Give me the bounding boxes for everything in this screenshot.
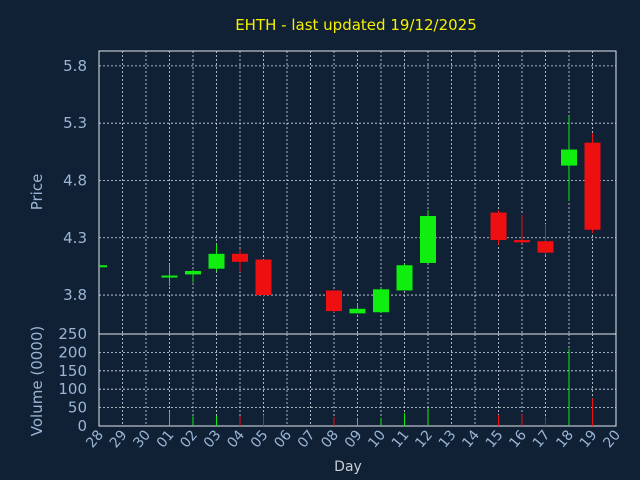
x-tick-label: 01 — [154, 427, 178, 451]
x-tick-label: 05 — [248, 427, 272, 451]
volume-tick-label: 250 — [58, 325, 87, 343]
candle-body — [326, 290, 342, 312]
candle-body — [373, 289, 389, 313]
candle-body — [232, 253, 248, 262]
candle-body — [514, 240, 530, 243]
x-tick-label: 03 — [201, 427, 225, 451]
price-axis-label: Price — [28, 174, 46, 211]
x-tick-label: 02 — [177, 427, 201, 451]
candle-body — [561, 149, 577, 166]
candle-body — [161, 275, 178, 278]
volume-tick-label: 200 — [58, 343, 87, 361]
candle-body — [99, 265, 107, 268]
price-tick-label: 4.8 — [63, 171, 87, 189]
x-tick-label: 06 — [271, 427, 295, 451]
x-tick-label: 20 — [600, 427, 624, 451]
x-tick-label: 13 — [436, 427, 460, 451]
candle-body — [208, 253, 225, 269]
volume-axis-label: Volume (0000) — [28, 326, 46, 436]
candle-body — [420, 215, 436, 263]
volume-tick-label: 100 — [58, 380, 87, 398]
candle-body — [396, 265, 413, 291]
price-tick-label: 5.8 — [63, 57, 87, 75]
price-tick-label: 5.3 — [63, 114, 87, 132]
candle-body — [255, 259, 272, 296]
x-tick-label: 04 — [224, 427, 248, 451]
volume-tick-label: 150 — [58, 362, 87, 380]
volume-tick-label: 50 — [68, 399, 87, 417]
x-tick-label: 30 — [130, 427, 154, 451]
x-tick-label: 10 — [365, 427, 389, 451]
x-tick-label: 29 — [107, 427, 131, 451]
x-tick-label: 19 — [577, 427, 601, 451]
x-tick-label: 11 — [389, 427, 413, 451]
x-tick-label: 12 — [412, 427, 436, 451]
candle-body — [185, 270, 201, 275]
x-axis-label: Day — [334, 459, 362, 475]
x-tick-label: 16 — [506, 427, 530, 451]
price-panel: 3.8 4.3 4.8 5.3 5.8 — [63, 50, 617, 335]
candle-body — [490, 212, 507, 241]
candle-body — [349, 308, 366, 314]
chart-title: EHTH - last updated 19/12/2025 — [235, 16, 477, 34]
volume-tick-label: 0 — [77, 417, 87, 435]
x-tick-label: 14 — [459, 427, 483, 451]
x-tick-label: 08 — [318, 427, 342, 451]
price-tick-label: 3.8 — [63, 286, 87, 304]
x-axis: 28 29 30 01 02 03 04 05 06 07 08 09 10 11 12 13 14 15 16 17… — [83, 427, 624, 451]
x-tick-label: 09 — [342, 427, 366, 451]
price-tick-label: 4.3 — [63, 229, 87, 247]
candle-body — [584, 142, 601, 230]
x-tick-label: 15 — [483, 427, 507, 451]
x-tick-label: 17 — [530, 427, 554, 451]
candle-body — [537, 241, 554, 253]
x-tick-label: 18 — [553, 427, 577, 451]
x-tick-label: 07 — [295, 427, 319, 451]
